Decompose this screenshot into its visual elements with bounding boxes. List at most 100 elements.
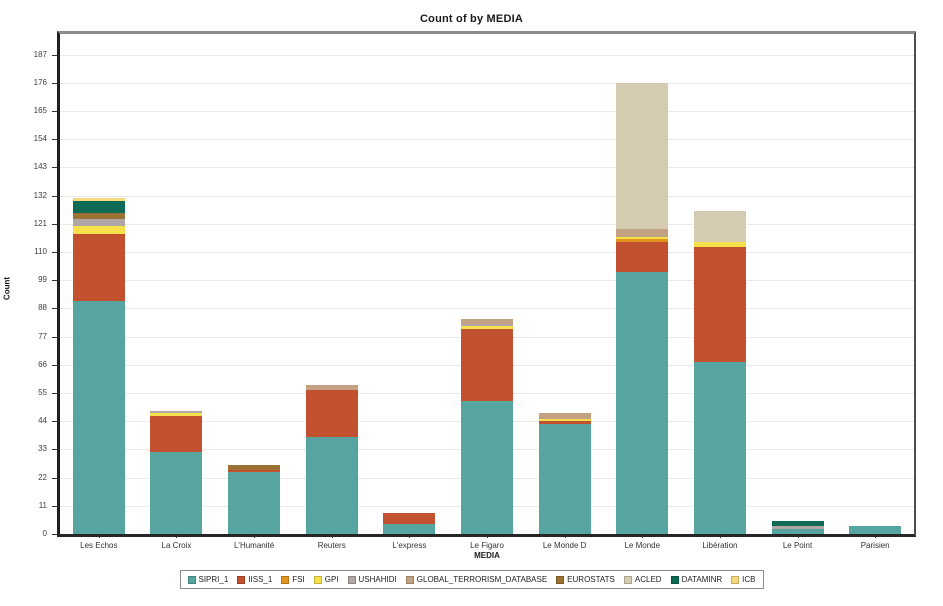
x-category-label: Parisien: [860, 541, 890, 550]
x-tick-mark: [564, 534, 566, 538]
legend-swatch: [237, 575, 246, 584]
legend-label: FSI: [292, 575, 305, 584]
x-category-label: Le Point: [782, 541, 813, 550]
bar-segment-sipri_1: [616, 272, 669, 534]
y-tick-label: 77: [38, 331, 47, 341]
y-tick-mark: [52, 421, 57, 423]
x-tick-mark: [642, 534, 644, 538]
legend-swatch: [313, 575, 322, 584]
x-category-label: Le Monde: [624, 541, 661, 550]
y-tick-label: 187: [33, 49, 47, 59]
y-tick-label: 176: [33, 77, 47, 87]
y-tick-label: 55: [38, 387, 47, 397]
y-tick-mark: [52, 223, 57, 225]
gridline: [60, 251, 914, 253]
bar-segment-iiss_1: [305, 390, 358, 437]
y-tick-mark: [52, 54, 57, 56]
bar-segment-sipri_1: [305, 436, 358, 534]
y-tick-label: 66: [38, 359, 47, 369]
bar-segment-sipri_1: [771, 528, 824, 534]
bar-segment-iiss_1: [228, 469, 281, 473]
x-category-label: Reuters: [317, 541, 346, 550]
bar-segment-global_terrorism_database: [461, 318, 513, 324]
bar-segment-acled: [693, 210, 746, 242]
bar-segment-eurostats: [72, 213, 125, 219]
y-tick-label: 44: [38, 416, 47, 426]
x-tick-mark: [875, 534, 877, 538]
y-tick-mark: [52, 195, 57, 197]
legend-label: EUROSTATS: [567, 575, 615, 584]
bar-segment-iiss_1: [693, 246, 746, 363]
legend-item-ushahidi: USHAHIDI: [347, 575, 397, 584]
legend-label: GPI: [324, 575, 339, 584]
y-tick-mark: [52, 534, 57, 535]
y-tick-mark: [52, 449, 57, 451]
bar-segment-eurostats: [228, 464, 281, 470]
bar-segment-iiss_1: [461, 328, 513, 401]
bar-segment-ushahidi: [150, 410, 203, 414]
legend-item-acled: ACLED: [623, 575, 662, 584]
bar-segment-acled: [616, 82, 669, 229]
y-tick-label: 11: [38, 500, 47, 510]
bar-segment-global_terrorism_database: [305, 385, 358, 391]
x-category-label: La Croix: [161, 541, 192, 550]
y-tick-mark: [52, 110, 57, 112]
bar-segment-dataminr: [72, 200, 125, 214]
y-tick-mark: [52, 280, 57, 282]
legend-swatch: [556, 575, 565, 584]
bar-segment-ushahidi: [771, 526, 824, 529]
bar-segment-global_terrorism_database: [538, 413, 591, 419]
legend-item-global_terrorism_database: GLOBAL_TERRORISM_DATABASE: [405, 575, 548, 584]
y-tick-mark: [52, 336, 57, 338]
y-tick-mark: [52, 139, 57, 141]
y-tick-label: 165: [33, 105, 47, 115]
legend-item-fsi: FSI: [281, 575, 305, 584]
bar-segment-iiss_1: [383, 513, 436, 524]
gridline: [60, 223, 914, 225]
chart-title: Count of by MEDIA: [420, 13, 523, 25]
bar-segment-sipri_1: [849, 526, 902, 534]
bar-segment-gpi: [616, 236, 669, 240]
legend-swatch: [405, 575, 414, 584]
y-tick-mark: [52, 308, 57, 310]
bar-segment-gpi: [72, 226, 125, 234]
x-tick-mark: [719, 534, 721, 538]
x-category-label: Le Monde D: [542, 541, 587, 550]
bar-segment-ushahidi: [461, 323, 513, 327]
legend-swatch: [670, 575, 679, 584]
y-tick-label: 143: [33, 162, 47, 172]
legend-item-icb: ICB: [731, 575, 756, 584]
bar-segment-sipri_1: [693, 362, 746, 534]
y-tick-label: 110: [34, 246, 47, 256]
bar-segment-global_terrorism_database: [616, 228, 669, 237]
legend-swatch: [623, 575, 632, 584]
y-tick-label: 33: [38, 444, 47, 454]
legend-label: DATAMINR: [681, 575, 723, 584]
x-tick-mark: [98, 534, 100, 538]
bar-segment-sipri_1: [461, 400, 513, 534]
y-tick-mark: [52, 477, 57, 479]
gridline: [60, 110, 914, 112]
x-category-label: Libération: [702, 541, 738, 550]
y-tick-mark: [52, 392, 57, 394]
legend-label: ACLED: [634, 575, 662, 584]
gridline: [60, 167, 914, 169]
y-tick-label: 0: [42, 529, 47, 538]
gridline: [60, 82, 914, 84]
y-tick-label: 99: [38, 275, 47, 285]
bar-segment-sipri_1: [150, 451, 203, 534]
x-tick-mark: [176, 534, 178, 538]
bar-segment-gpi: [693, 241, 746, 247]
x-tick-mark: [254, 534, 256, 538]
legend-label: GLOBAL_TERRORISM_DATABASE: [416, 575, 548, 584]
legend: SIPRI_1 IISS_1 FSI GPI USHAHIDI GLOBAL_TERROR…: [179, 570, 764, 589]
legend-swatch: [731, 575, 740, 584]
bar-segment-sipri_1: [383, 523, 436, 534]
bar-segment-gpi: [538, 418, 591, 422]
x-category-label: Le Figaro: [470, 541, 504, 550]
x-tick-mark: [409, 534, 411, 538]
legend-label: IISS_1: [248, 575, 273, 584]
y-tick-label: 88: [38, 303, 47, 313]
bar-segment-iiss_1: [72, 234, 125, 301]
